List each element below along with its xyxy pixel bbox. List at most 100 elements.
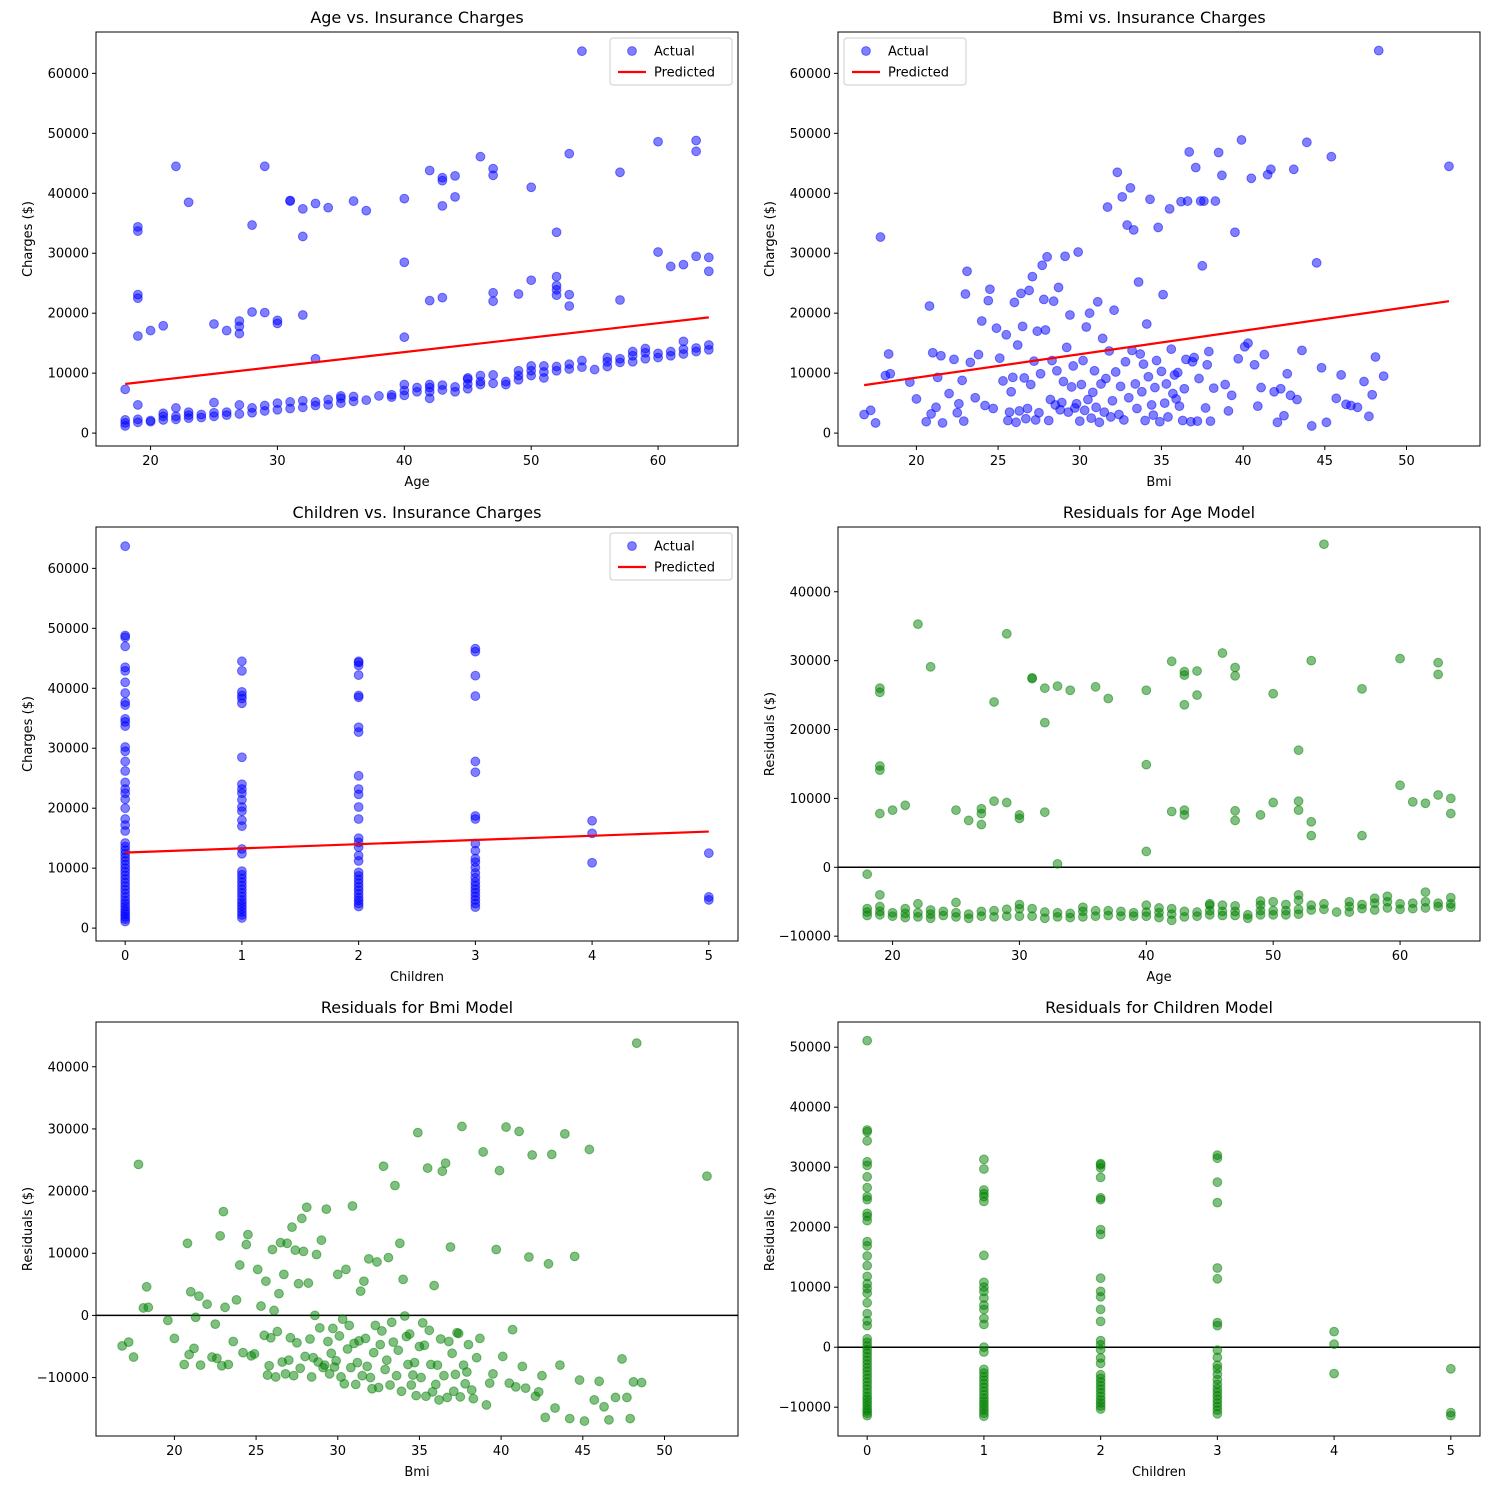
data-point <box>120 756 131 767</box>
data-point <box>353 850 364 861</box>
x-axis-label: Children <box>390 970 444 985</box>
data-point <box>631 1038 642 1049</box>
data-point <box>1329 1368 1339 1379</box>
data-point <box>247 220 257 230</box>
y-tick-label: 30000 <box>790 247 831 262</box>
data-point <box>437 1166 448 1177</box>
data-point <box>533 1386 544 1397</box>
x-tick-label: 20 <box>142 454 159 469</box>
legend-label: Predicted <box>888 66 949 81</box>
data-point <box>1268 896 1279 907</box>
data-point <box>979 1154 989 1165</box>
data-point <box>1256 382 1266 393</box>
data-point <box>913 898 923 909</box>
data-point <box>457 1121 467 1132</box>
plot-area <box>838 1035 1480 1422</box>
x-tick-label: 30 <box>269 454 286 469</box>
data-point <box>1095 1172 1106 1183</box>
data-point <box>1109 305 1119 316</box>
data-point <box>1223 406 1234 416</box>
y-tick-label: 50000 <box>48 622 89 637</box>
data-point <box>1306 816 1317 827</box>
data-point <box>120 838 131 848</box>
data-point <box>1311 257 1322 268</box>
data-point <box>237 752 247 763</box>
data-point <box>353 670 364 680</box>
data-point <box>957 375 968 386</box>
x-tick-label: 5 <box>705 949 713 964</box>
data-point <box>627 346 638 357</box>
data-point <box>353 722 364 733</box>
data-point <box>466 1385 477 1395</box>
data-point <box>310 198 321 209</box>
data-point <box>526 275 537 286</box>
data-point <box>363 1253 374 1264</box>
data-point <box>437 172 448 183</box>
data-point <box>1293 889 1304 900</box>
data-point <box>132 221 143 232</box>
data-point <box>1043 415 1054 426</box>
data-point <box>1141 900 1152 911</box>
data-point <box>430 1379 441 1390</box>
data-point <box>269 1305 279 1316</box>
y-tick-label: 50000 <box>48 127 89 142</box>
data-point <box>524 1252 534 1262</box>
data-point <box>249 1349 260 1359</box>
x-tick-label: 20 <box>166 1444 183 1459</box>
data-point <box>419 1340 430 1351</box>
data-point <box>965 357 976 368</box>
data-point <box>1217 900 1228 911</box>
data-point <box>1166 806 1177 817</box>
data-point <box>953 398 964 409</box>
data-point <box>1066 382 1077 392</box>
data-point <box>1102 202 1113 212</box>
y-axis-label: Charges ($) <box>21 696 36 772</box>
chart-panel-3: 0 1 2 3 4 5 0 10000 20000 30000 40000 50000 60000 Chi… <box>21 503 739 985</box>
data-point <box>1255 896 1266 906</box>
data-point <box>874 901 885 912</box>
data-point <box>1445 1363 1456 1374</box>
data-point <box>1007 372 1018 383</box>
data-point <box>980 400 990 411</box>
data-point <box>1252 401 1263 412</box>
data-point <box>399 379 410 390</box>
chart-title: Residuals for Age Model <box>1063 503 1255 522</box>
data-point <box>1094 417 1105 428</box>
data-point <box>381 1355 392 1366</box>
data-point <box>551 280 562 291</box>
data-point <box>385 1380 395 1390</box>
data-point <box>1038 294 1049 305</box>
data-point <box>1230 670 1241 681</box>
data-point <box>1156 366 1167 377</box>
data-point <box>1357 683 1367 694</box>
data-point <box>143 1302 154 1313</box>
data-point <box>1006 386 1017 397</box>
y-tick-label: 30000 <box>790 654 831 669</box>
data-point <box>960 289 971 299</box>
data-point <box>1052 907 1063 918</box>
data-point <box>1203 346 1214 357</box>
data-point <box>120 697 131 707</box>
data-point <box>1103 693 1114 704</box>
y-tick-label: 20000 <box>790 1221 831 1236</box>
data-point <box>297 310 308 320</box>
data-point <box>357 1370 368 1381</box>
data-point <box>1359 376 1369 387</box>
data-point <box>1301 137 1312 148</box>
data-point <box>132 414 143 425</box>
data-point <box>1293 745 1304 756</box>
y-tick-label: 10000 <box>790 1281 831 1296</box>
data-point <box>209 407 219 418</box>
x-tick-label: 30 <box>329 1444 346 1459</box>
data-point <box>228 1336 239 1347</box>
data-point <box>1395 653 1405 664</box>
x-axis-label: Age <box>404 475 429 490</box>
data-point <box>408 1370 418 1380</box>
data-point <box>1230 900 1241 911</box>
data-point <box>470 691 481 701</box>
data-point <box>274 1288 284 1299</box>
data-point <box>288 1370 299 1381</box>
data-point <box>1220 379 1231 390</box>
x-tick-label: 4 <box>1330 1444 1338 1459</box>
data-point <box>319 1360 330 1371</box>
